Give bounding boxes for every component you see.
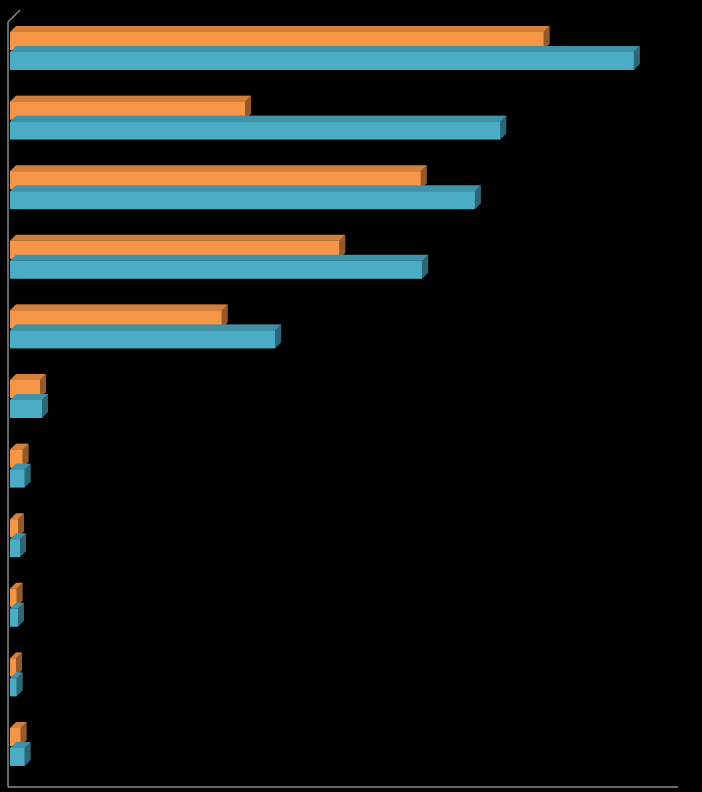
bar-side — [22, 443, 29, 468]
bar-top — [10, 742, 31, 748]
bar-top — [10, 582, 23, 589]
bar — [10, 652, 23, 677]
bar — [10, 185, 481, 210]
bar — [10, 722, 27, 746]
bar-side — [221, 304, 228, 329]
bar — [10, 254, 429, 279]
bar-front — [10, 32, 544, 50]
bar-side — [18, 513, 25, 538]
bar-top — [10, 602, 25, 609]
bar-top — [10, 443, 29, 450]
bar — [10, 95, 252, 120]
bar-side — [42, 394, 49, 418]
bar-side — [40, 374, 47, 398]
bar-side — [245, 95, 252, 120]
bar — [10, 26, 550, 50]
bar-top — [10, 652, 23, 659]
bar-top — [10, 324, 282, 331]
axis-wall — [7, 9, 21, 23]
bar-top — [10, 165, 427, 172]
bar-top — [10, 672, 23, 679]
bar-front — [10, 400, 43, 418]
bar — [10, 602, 25, 627]
bar — [10, 165, 427, 190]
bar-side — [422, 254, 429, 279]
bar-side — [16, 652, 23, 677]
bar-top — [10, 185, 481, 192]
bar-side — [275, 324, 282, 349]
bar — [10, 463, 31, 488]
bar-front — [10, 52, 634, 70]
bar-front — [10, 748, 25, 766]
bar — [10, 374, 47, 398]
bar-side — [24, 463, 31, 488]
bar — [10, 672, 23, 697]
bar-front — [10, 608, 19, 627]
bar-side — [20, 722, 27, 746]
bar-top — [10, 304, 228, 311]
bar-top — [10, 115, 507, 122]
bar-front — [10, 380, 41, 398]
bar-front — [10, 171, 421, 190]
bar-top — [10, 46, 640, 52]
bar-side — [633, 46, 640, 70]
bar — [10, 513, 25, 538]
bar-side — [339, 234, 346, 259]
bar-front — [10, 519, 19, 538]
bar-top — [10, 234, 346, 241]
bar-side — [500, 115, 507, 140]
bar — [10, 533, 27, 558]
bar-front — [10, 310, 222, 329]
bar-side — [20, 533, 27, 558]
bar — [10, 394, 49, 418]
bar — [10, 324, 282, 349]
bar — [10, 46, 640, 70]
bar-side — [18, 602, 25, 627]
bar — [10, 582, 23, 607]
bar-top — [10, 254, 429, 261]
bar-front — [10, 449, 23, 468]
bar-side — [474, 185, 481, 210]
bar-top — [10, 463, 31, 470]
bar-front — [10, 539, 21, 558]
bar-side — [16, 672, 23, 697]
bar — [10, 304, 228, 329]
bar-top — [10, 26, 550, 32]
bar-top — [10, 394, 49, 400]
bar — [10, 742, 31, 766]
bar-side — [543, 26, 550, 50]
bar-front — [10, 101, 246, 120]
bar-front — [10, 678, 17, 697]
bar-side — [16, 582, 23, 607]
bar-front — [10, 728, 21, 746]
bar-top — [10, 374, 47, 380]
bar-front — [10, 469, 25, 488]
bar — [10, 115, 507, 140]
bar-front — [10, 588, 17, 607]
bar-top — [10, 533, 27, 540]
bar-front — [10, 260, 423, 279]
bar-top — [10, 722, 27, 728]
bar-front — [10, 330, 276, 349]
bar — [10, 234, 346, 259]
bar-top — [10, 513, 25, 520]
bar-top — [10, 95, 252, 102]
bar-side — [420, 165, 427, 190]
bar-front — [10, 658, 17, 677]
bar-side — [24, 742, 31, 766]
bar-front — [10, 121, 501, 140]
bar-front — [10, 240, 340, 259]
bar-front — [10, 191, 475, 210]
bar — [10, 443, 29, 468]
